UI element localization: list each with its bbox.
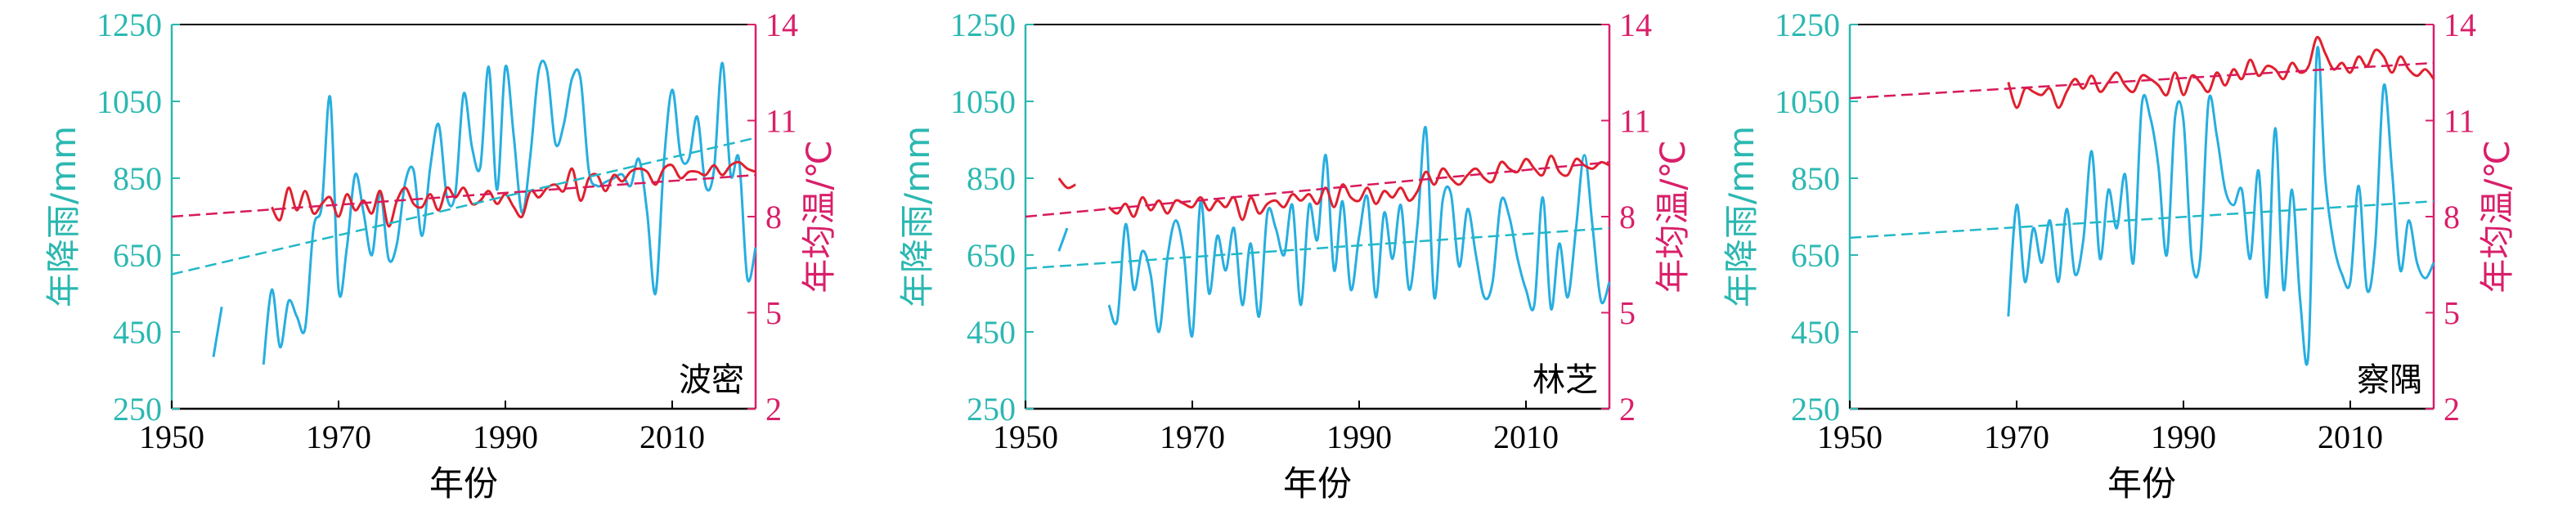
- x-axis-label: 年份: [429, 464, 498, 504]
- chart-panel-zayu: 年降雨/mm 年均温/℃ 年份 察隅 1950 1970 1990 2010 250 45…: [1721, 7, 2517, 504]
- y-left-tick-label: 250: [967, 391, 1016, 428]
- y-left-tick-label: 450: [113, 314, 162, 351]
- precip-series-line: [212, 307, 223, 357]
- temp-trend-line: [1849, 61, 2435, 100]
- x-tick-label: 1950: [1817, 419, 1883, 455]
- y-left-tick-label: 1250: [1775, 7, 1840, 43]
- temp-series-line: [1057, 177, 1076, 190]
- y-left-tick-label: 450: [967, 314, 1016, 351]
- precip-trend-line: [171, 137, 756, 275]
- y-right-tick-label: 11: [1619, 103, 1651, 140]
- temp-trend-line: [171, 173, 756, 218]
- x-tick-label: 1990: [2151, 419, 2216, 455]
- y-left-tick-label: 850: [1791, 160, 1840, 197]
- chart-panel-bomi: 年降雨/mm 年均温/℃ 年份 波密 1950 1970 1990 2010 250 45…: [43, 7, 839, 504]
- precip-series-line: [1107, 125, 1611, 338]
- y-right-tick-label: 2: [1619, 391, 1636, 428]
- x-axis-label: 年份: [2107, 464, 2176, 504]
- x-tick-label: 2010: [2318, 419, 2383, 455]
- y-right-tick-label: 5: [1619, 295, 1636, 332]
- y-axis-label-precip: 年降雨/mm: [43, 126, 83, 307]
- y-left-tick-label: 1050: [950, 83, 1016, 120]
- y-left-tick-label: 1250: [96, 7, 162, 43]
- y-left-tick-label: 1250: [950, 7, 1016, 43]
- y-axis-label-temp: 年均温/℃: [799, 140, 839, 293]
- chart-panel-nyingchi: 年降雨/mm 年均温/℃ 年份 林芝 1950 1970 1990 2010 250 45…: [897, 7, 1693, 504]
- precip-trend-line: [1025, 226, 1610, 270]
- y-right-tick-label: 2: [2444, 391, 2460, 428]
- y-axis-label-precip: 年降雨/mm: [1721, 126, 1761, 307]
- y-left-tick-label: 250: [1791, 391, 1840, 428]
- precip-trend-line: [1849, 199, 2435, 240]
- y-right-tick-label: 14: [1619, 7, 1652, 43]
- y-right-tick-label: 11: [765, 103, 797, 140]
- precip-series-line: [2007, 46, 2435, 366]
- y-left-tick-label: 850: [113, 160, 162, 197]
- x-tick-label: 1970: [1984, 419, 2049, 455]
- y-axis-label-precip: 年降雨/mm: [897, 126, 937, 307]
- y-right-tick-label: 11: [2444, 103, 2475, 140]
- station-label: 林芝: [1533, 361, 1598, 399]
- station-label: 波密: [679, 361, 744, 399]
- y-right-tick-label: 5: [765, 295, 782, 332]
- y-left-tick-label: 650: [1791, 237, 1840, 274]
- precip-series-line: [1057, 227, 1069, 252]
- x-tick-label: 1990: [473, 419, 538, 455]
- temp-series-line: [1107, 155, 1610, 222]
- precip-series-line: [262, 59, 757, 365]
- y-right-tick-label: 8: [765, 199, 782, 235]
- y-left-tick-label: 650: [113, 237, 162, 274]
- y-right-tick-label: 2: [765, 391, 782, 428]
- station-label: 察隅: [2357, 361, 2422, 399]
- y-right-tick-label: 8: [2444, 199, 2460, 235]
- y-left-tick-label: 1050: [96, 83, 162, 120]
- y-axis-label-temp: 年均温/℃: [2477, 140, 2517, 293]
- x-tick-label: 2010: [640, 419, 705, 455]
- x-tick-label: 1950: [139, 419, 204, 455]
- temp-series-line: [271, 160, 756, 228]
- y-right-tick-label: 14: [765, 7, 798, 43]
- y-right-tick-label: 8: [1619, 199, 1636, 235]
- y-right-tick-label: 14: [2444, 7, 2476, 43]
- x-tick-label: 1950: [993, 419, 1058, 455]
- temp-series-line: [2007, 36, 2435, 110]
- y-right-tick-label: 5: [2444, 295, 2460, 332]
- y-left-tick-label: 850: [967, 160, 1016, 197]
- x-tick-label: 1970: [306, 419, 371, 455]
- y-left-tick-label: 450: [1791, 314, 1840, 351]
- y-axis-label-temp: 年均温/℃: [1653, 140, 1693, 293]
- x-tick-label: 1970: [1160, 419, 1225, 455]
- y-left-tick-label: 650: [967, 237, 1016, 274]
- x-tick-label: 2010: [1493, 419, 1559, 455]
- y-left-tick-label: 250: [113, 391, 162, 428]
- y-left-tick-label: 1050: [1775, 83, 1840, 120]
- x-tick-label: 1990: [1326, 419, 1392, 455]
- temp-trend-line: [1025, 161, 1610, 218]
- x-axis-label: 年份: [1283, 464, 1352, 504]
